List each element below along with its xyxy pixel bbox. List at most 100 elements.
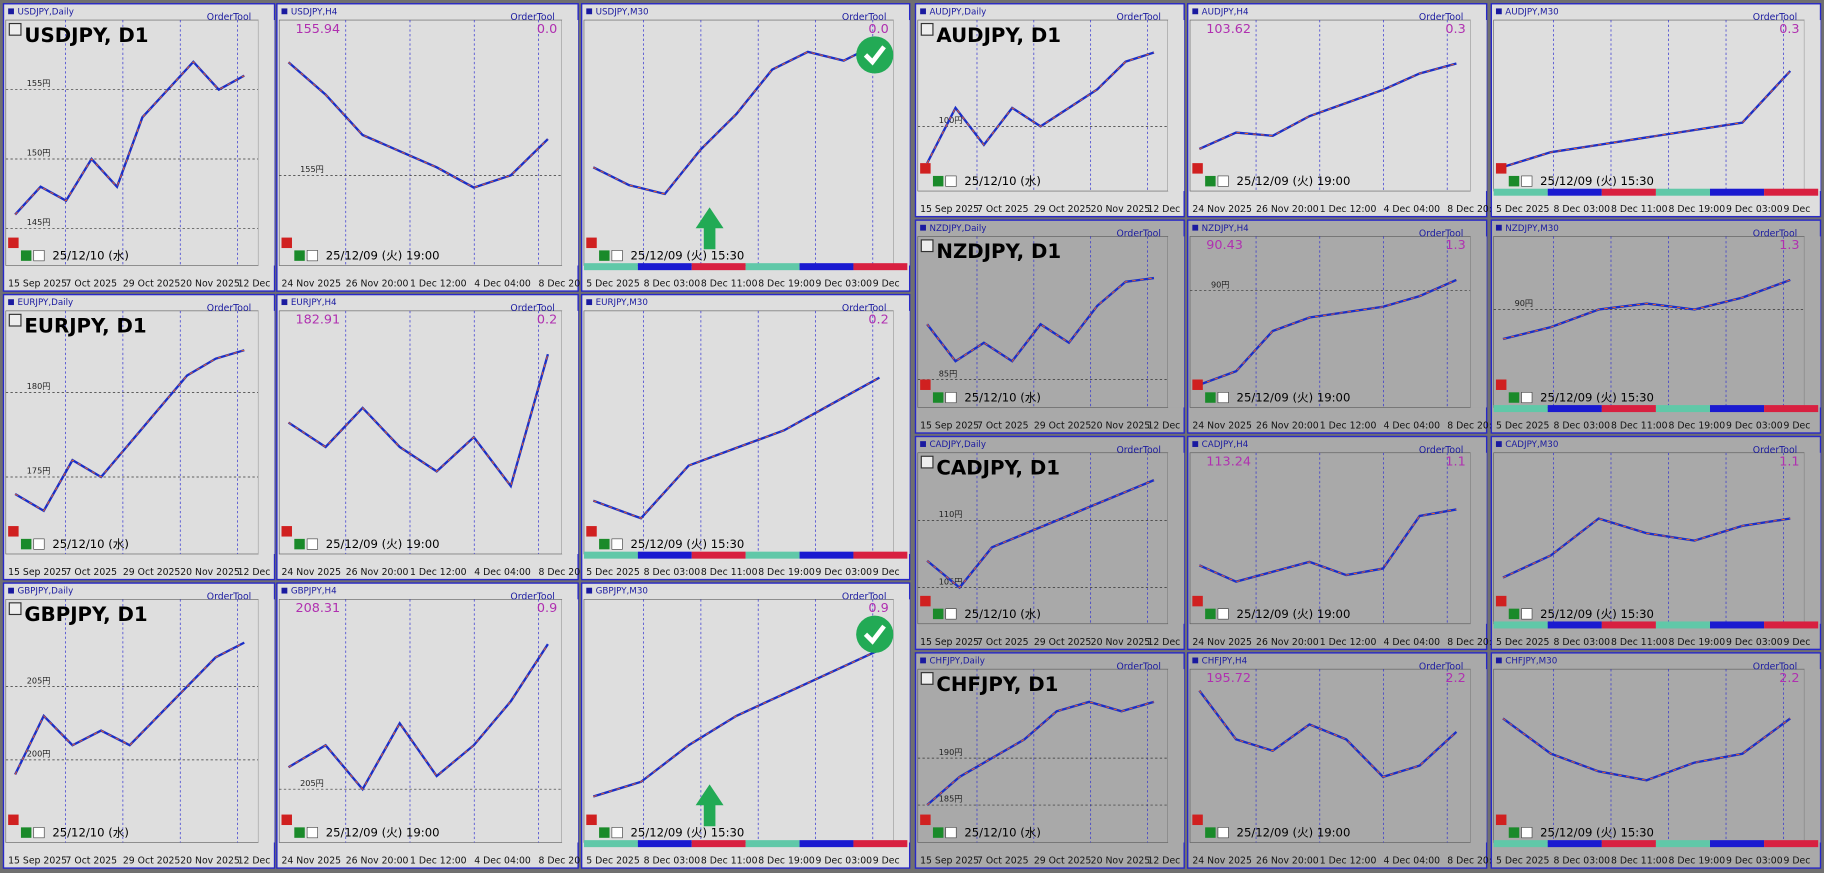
- buy-button: [294, 827, 305, 838]
- panel-frame: [1490, 435, 1822, 651]
- x-axis-label: 5 Dec 2025: [586, 856, 640, 867]
- price-level-label: 110円: [939, 509, 963, 519]
- header-arrow: [1495, 657, 1502, 664]
- current-price: 182.91: [295, 313, 340, 328]
- x-axis-label: 9 Dec: [873, 856, 900, 867]
- order-value: 0.2: [537, 313, 557, 328]
- settings-button: [33, 827, 45, 839]
- chart-title: EURJPY, D1: [24, 315, 146, 338]
- session-bar: [1493, 188, 1548, 196]
- session-bar: [1547, 840, 1602, 848]
- x-axis-label: 29 Oct 2025: [123, 567, 181, 578]
- x-axis-label: 9 Dec 03:00: [1726, 637, 1783, 648]
- x-axis-label: 9 Dec: [1784, 637, 1811, 648]
- close-button: [8, 526, 19, 537]
- price-scale: [893, 599, 910, 843]
- check-mark: [863, 624, 886, 645]
- session-bar: [583, 840, 638, 848]
- header-arrow: [1192, 224, 1199, 231]
- chart-panel: 24 Nov 2025 26 Nov 20:00 1 Dec 12:00 4 Dec …: [1186, 652, 1504, 869]
- price-line-shadow: [926, 479, 1155, 589]
- check-icon: [856, 615, 894, 653]
- buy-button: [294, 250, 305, 261]
- session-bar: [1547, 405, 1602, 413]
- settings-button: [945, 608, 957, 620]
- collapse-button: [8, 602, 22, 616]
- price-scale: [893, 310, 910, 554]
- chart-header: AUDJPY,H4: [1202, 7, 1249, 17]
- x-axis-label: 8 Dec 19:00: [1669, 421, 1726, 432]
- order-value: 1.1: [1445, 455, 1465, 470]
- x-axis-label: 26 Nov 20:00: [346, 856, 409, 867]
- settings-button: [1217, 392, 1229, 404]
- price-level-label: 155円: [300, 164, 324, 174]
- header-arrow: [586, 587, 593, 594]
- x-axis-label: 26 Nov 20:00: [346, 567, 409, 578]
- buy-button: [20, 250, 32, 261]
- order-value: 0.9: [868, 601, 888, 616]
- x-axis-label: 29 Oct 2025: [123, 856, 181, 867]
- timestamp: 25/12/09 (火) 19:00: [1237, 174, 1351, 188]
- timestamp: 25/12/09 (火) 15:30: [1540, 391, 1654, 405]
- x-axis-label: 15 Sep 2025: [8, 856, 67, 867]
- price-scale: [258, 20, 275, 266]
- x-axis-label: 9 Dec: [873, 279, 900, 290]
- price-line-shadow: [1502, 70, 1791, 168]
- session-bar: [1547, 188, 1602, 196]
- buy-button: [294, 538, 305, 550]
- close-button: [281, 237, 292, 249]
- price-line-shadow: [14, 61, 245, 215]
- panel-frame: [2, 3, 276, 292]
- session-bar: [799, 840, 854, 848]
- x-axis-label: 8 Dec 20:00: [1447, 856, 1504, 867]
- price-scale: [1470, 452, 1487, 624]
- panel-frame: [2, 293, 276, 581]
- buy-button: [1205, 608, 1216, 620]
- x-axis-label: 20 Nov 2025: [1091, 637, 1151, 648]
- order-tool-label: OrderTool: [1419, 229, 1463, 240]
- x-axis-label: 20 Nov 2025: [1091, 204, 1151, 215]
- session-bar: [1655, 405, 1710, 413]
- header-arrow: [1192, 8, 1199, 15]
- x-axis-label: 24 Nov 2025: [1192, 204, 1252, 215]
- header-arrow: [1192, 441, 1199, 447]
- buy-button: [1508, 392, 1520, 403]
- collapse-button: [920, 455, 934, 469]
- session-bar: [1601, 188, 1656, 196]
- settings-button: [33, 250, 45, 262]
- order-value: 0.3: [1779, 22, 1799, 37]
- x-axis-label: 7 Oct 2025: [66, 279, 118, 290]
- x-axis-label: 9 Dec 03:00: [815, 856, 872, 867]
- x-axis-label: 9 Dec 03:00: [1726, 421, 1783, 432]
- x-axis-label: 9 Dec 03:00: [1726, 204, 1783, 215]
- x-axis-label: 12 Dec: [1148, 637, 1181, 648]
- session-bar: [853, 840, 908, 848]
- price-scale: [893, 20, 910, 266]
- header-arrow: [8, 8, 14, 15]
- x-axis-label: 8 Dec 19:00: [1669, 637, 1726, 648]
- x-axis-label: 8 Dec 19:00: [758, 856, 815, 867]
- x-axis-label: 15 Sep 2025: [8, 279, 67, 290]
- panel-frame: [1490, 219, 1822, 434]
- x-axis-label: 9 Dec 03:00: [1726, 856, 1783, 867]
- x-axis-label: 29 Oct 2025: [123, 279, 181, 290]
- x-axis-label: 9 Dec 03:00: [815, 567, 872, 578]
- x-axis-label: 8 Dec 19:00: [1669, 856, 1726, 867]
- order-value: 0.3: [1445, 22, 1465, 37]
- x-axis-label: 4 Dec 04:00: [474, 567, 531, 578]
- session-bar: [1601, 621, 1656, 629]
- chart-header: EURJPY,H4: [291, 298, 337, 308]
- x-axis-label: 8 Dec 11:00: [1611, 637, 1668, 648]
- x-axis-label: 8 Dec 20:00: [538, 567, 595, 578]
- buy-button: [932, 392, 944, 403]
- order-tool-label: OrderTool: [207, 592, 251, 603]
- panel-frame: [276, 3, 579, 292]
- chart-title: GBPJPY, D1: [24, 603, 147, 626]
- settings-button: [611, 538, 623, 550]
- panel-frame: [1186, 435, 1488, 651]
- x-axis-label: 26 Nov 20:00: [1256, 204, 1319, 215]
- timestamp: 25/12/09 (火) 19:00: [326, 249, 440, 263]
- x-axis-label: 20 Nov 2025: [180, 279, 240, 290]
